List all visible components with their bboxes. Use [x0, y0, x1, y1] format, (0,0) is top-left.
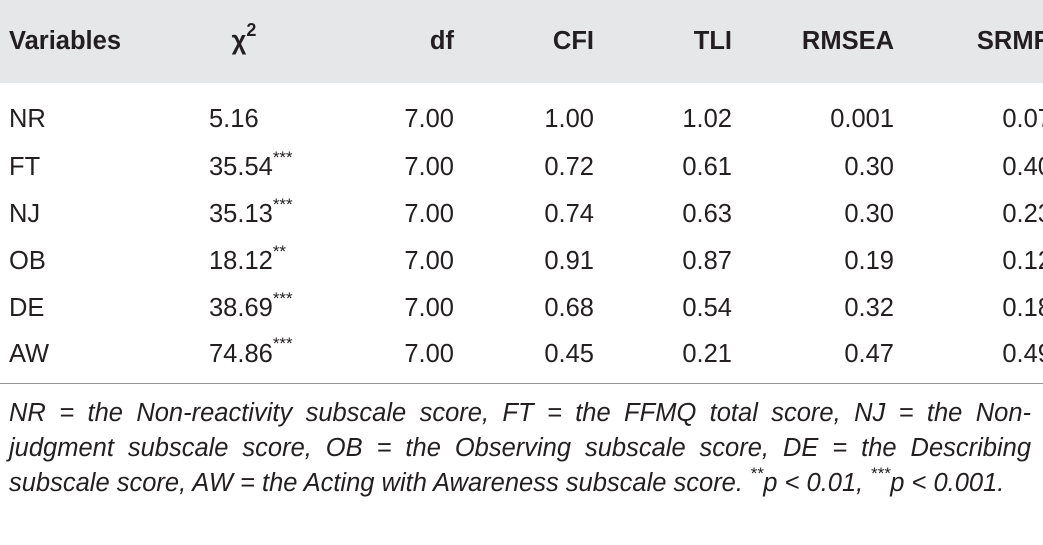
- chi-value: 18.12: [209, 247, 273, 275]
- table-row: DE 38.69*** 7.00 0.68 0.54 0.32 0.18: [0, 285, 1043, 332]
- chi-symbol: χ: [231, 27, 247, 55]
- cell-rmsea: 0.30: [844, 153, 894, 181]
- header-variables: Variables: [9, 27, 121, 55]
- table-row: AW 74.86*** 7.00 0.45 0.21 0.47 0.49: [0, 332, 1043, 382]
- table-bottom-rule: [0, 383, 1043, 384]
- header-srmr: SRMR: [976, 27, 1043, 55]
- chi-superscript: 2: [246, 19, 257, 40]
- cell-df: 7.00: [404, 294, 454, 322]
- cell-srmr: 0.23: [1002, 200, 1043, 228]
- cell-srmr: 0.40: [1002, 153, 1043, 181]
- cell-tli: 0.21: [682, 339, 732, 368]
- significance-stars: **: [272, 241, 287, 261]
- cell-rmsea: 0.001: [830, 105, 894, 133]
- cell-variable: NR: [9, 105, 46, 133]
- cell-srmr: 0.12: [1002, 247, 1043, 275]
- cell-tli: 0.61: [682, 153, 732, 181]
- cell-cfi: 0.91: [544, 247, 594, 275]
- cell-cfi: 0.72: [544, 153, 594, 181]
- cell-rmsea: 0.30: [844, 200, 894, 228]
- header-band: [0, 0, 1043, 83]
- footnote-p-001: p < 0.01,: [763, 469, 864, 497]
- cell-chi-square: 35.13***: [169, 191, 319, 238]
- significance-stars: ***: [272, 288, 293, 308]
- cell-df: 7.00: [404, 200, 454, 228]
- header-rmsea: RMSEA: [801, 27, 894, 55]
- cell-chi-square: 38.69***: [169, 285, 319, 332]
- header-chi-square: χ2: [169, 0, 319, 83]
- cell-variable: DE: [9, 294, 45, 322]
- table-footnote: NR = the Non-reactivity subscale score, …: [9, 396, 1031, 501]
- chi-value: 38.69: [209, 294, 273, 322]
- header-cfi: CFI: [552, 27, 594, 55]
- cell-df: 7.00: [404, 339, 454, 368]
- cell-rmsea: 0.19: [844, 247, 894, 275]
- chi-value: 35.13: [209, 200, 273, 228]
- cell-chi-square: 74.86***: [169, 332, 319, 382]
- footnote-abbreviations: NR = the Non-reactivity subscale score, …: [9, 399, 1031, 497]
- significance-stars: ***: [870, 463, 891, 483]
- cell-chi-square: 35.54***: [169, 144, 319, 191]
- footnote-p-0001: p < 0.001.: [890, 469, 1005, 497]
- cell-cfi: 0.45: [544, 339, 594, 368]
- significance-stars: ***: [272, 147, 293, 167]
- cell-chi-square: 18.12**: [169, 238, 319, 285]
- table-row: NJ 35.13*** 7.00 0.74 0.63 0.30 0.23: [0, 191, 1043, 238]
- significance-stars: ***: [272, 334, 293, 353]
- cell-df: 7.00: [404, 153, 454, 181]
- cell-cfi: 0.74: [544, 200, 594, 228]
- cell-cfi: 0.68: [544, 294, 594, 322]
- cell-df: 7.00: [404, 105, 454, 133]
- table-row: OB 18.12** 7.00 0.91 0.87 0.19 0.12: [0, 238, 1043, 285]
- significance-stars: **: [750, 463, 764, 483]
- significance-stars: ***: [272, 194, 293, 214]
- table-row: FT 35.54*** 7.00 0.72 0.61 0.30 0.40: [0, 144, 1043, 191]
- table-header-row: Variables χ2 df CFI TLI RMSEA SRMR: [0, 0, 1043, 83]
- cell-df: 7.00: [404, 247, 454, 275]
- cell-srmr: 0.18: [1002, 294, 1043, 322]
- cell-rmsea: 0.32: [844, 294, 894, 322]
- cell-rmsea: 0.47: [844, 339, 894, 368]
- cell-variable: FT: [9, 153, 41, 181]
- cell-tli: 1.02: [682, 105, 732, 133]
- cell-srmr: 0.07: [1002, 105, 1043, 133]
- cell-chi-square: 5.16: [169, 83, 319, 144]
- header-df: df: [429, 27, 454, 55]
- cell-tli: 0.54: [682, 294, 732, 322]
- cell-variable: NJ: [9, 200, 41, 228]
- chi-value: 74.86: [209, 339, 273, 368]
- header-tli: TLI: [693, 27, 732, 55]
- cell-srmr: 0.49: [1002, 339, 1043, 368]
- cell-tli: 0.63: [682, 200, 732, 228]
- chi-value: 5.16: [209, 105, 259, 133]
- cell-tli: 0.87: [682, 247, 732, 275]
- chi-value: 35.54: [209, 153, 273, 181]
- table-row: NR 5.16 7.00 1.00 1.02 0.001 0.07: [0, 83, 1043, 144]
- cell-variable: OB: [9, 247, 46, 275]
- model-fit-table: Variables χ2 df CFI TLI RMSEA SRMR NR 5.…: [0, 0, 1043, 382]
- cell-cfi: 1.00: [544, 105, 594, 133]
- cell-variable: AW: [9, 339, 50, 368]
